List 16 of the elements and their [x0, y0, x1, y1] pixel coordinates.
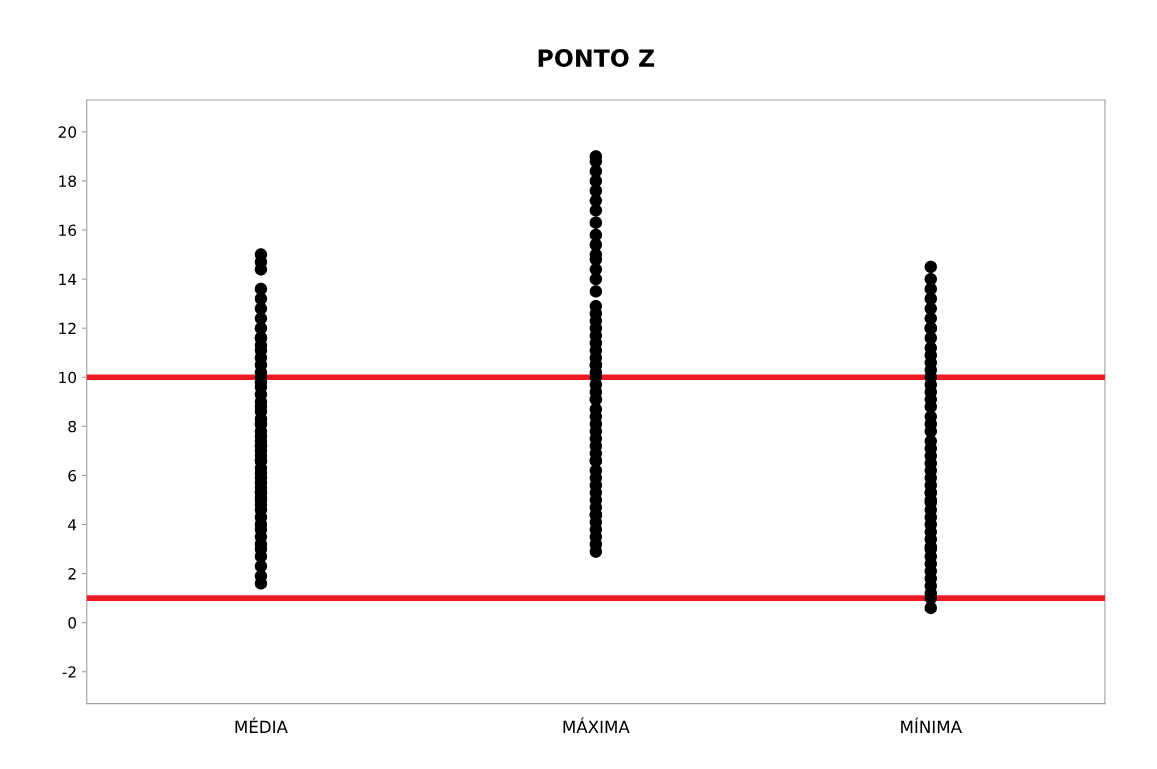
y-tick-label: 16 — [59, 224, 77, 237]
x-tick-label: MÁXIMA — [563, 717, 630, 733]
y-tick-label: 18 — [59, 175, 77, 187]
y-tick-label: 0 — [68, 617, 77, 629]
chart-title: PONTO Z — [538, 49, 655, 67]
y-tick-label: 6 — [68, 469, 77, 482]
y-tick-label: 8 — [68, 420, 77, 433]
y-tick-label: 4 — [68, 519, 77, 531]
y-tick-label: 10 — [59, 371, 77, 384]
x-tick-label: MÍNIMA — [901, 717, 962, 733]
y-tick-label: 2 — [68, 568, 76, 580]
y-tick-label: 12 — [59, 322, 76, 334]
y-tick-label: 14 — [59, 273, 77, 285]
y-tick-label: 20 — [58, 126, 77, 138]
y-tick-label: -2 — [62, 666, 76, 678]
x-tick-label: MÉDIA — [235, 717, 288, 733]
